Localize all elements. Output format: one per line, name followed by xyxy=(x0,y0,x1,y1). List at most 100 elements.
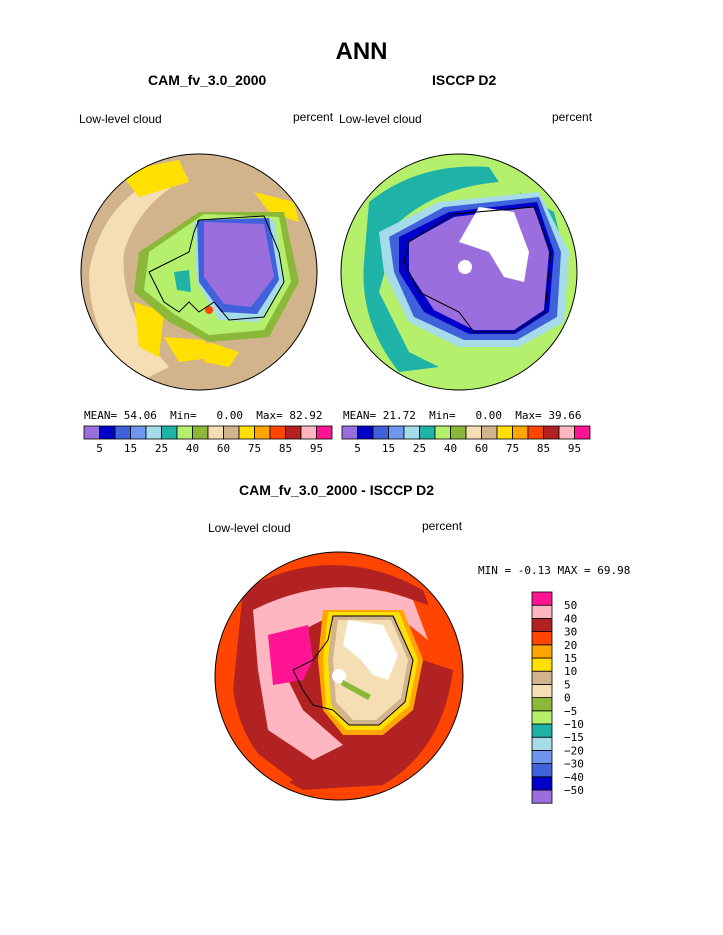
colorbar-swatch xyxy=(496,425,513,440)
colorbar-tick-label: 25 xyxy=(155,442,168,455)
stats-diff: MIN = -0.13 MAX = 69.98 xyxy=(478,564,631,577)
colorbar-swatch xyxy=(481,425,498,440)
map-region-white xyxy=(343,620,398,680)
colorbar-swatch xyxy=(531,631,553,646)
colorbar-tick-label: 15 xyxy=(564,652,577,665)
colorbar-swatch xyxy=(145,425,162,440)
colorbar-swatch xyxy=(99,425,116,440)
colorbar-tick-label: 5 xyxy=(96,442,103,455)
coastline xyxy=(403,206,552,333)
colorbar-swatch xyxy=(176,425,193,440)
colorbar-swatch xyxy=(531,591,553,606)
colorbar-tick-label: 50 xyxy=(564,599,577,612)
map-region-yellow xyxy=(119,160,299,367)
colorbar-swatch xyxy=(531,710,553,725)
colorbar-swatch xyxy=(531,644,553,659)
colorbar-tick-label: −15 xyxy=(564,731,584,744)
colorbar-tick-label: 5 xyxy=(564,678,571,691)
colorbar-swatch xyxy=(558,425,575,440)
colorbar-tick-label: 40 xyxy=(186,442,199,455)
colorbar-swatch xyxy=(531,684,553,699)
colorbar-tick-label: 15 xyxy=(382,442,395,455)
colorbar-tick-label: −5 xyxy=(564,705,577,718)
colorbar-tick-label: −40 xyxy=(564,771,584,784)
colorbar-tick-label: 95 xyxy=(568,442,581,455)
colorbar-swatch xyxy=(531,763,553,778)
colorbar-swatch xyxy=(254,425,271,440)
colorbar-swatch xyxy=(465,425,482,440)
colorbar-swatch xyxy=(450,425,467,440)
map-region-teal xyxy=(174,270,191,292)
colorbar-swatch xyxy=(531,749,553,764)
colorbar-tick-label: −20 xyxy=(564,744,584,757)
panel-title-obs: ISCCP D2 xyxy=(432,72,497,88)
colorbar-swatch xyxy=(357,425,374,440)
map-region-white-pole xyxy=(458,260,472,274)
colorbar-swatch xyxy=(223,425,240,440)
colorbar-tick-label: 20 xyxy=(564,639,577,652)
map-region-orangered-2 xyxy=(253,590,453,790)
panel-title-diff: CAM_fv_3.0_2000 - ISCCP D2 xyxy=(239,482,435,498)
colorbar-tick-label: −50 xyxy=(564,784,584,797)
colorbar-tick-label: −30 xyxy=(564,758,584,771)
colorbar-swatch xyxy=(419,425,436,440)
colorbar-swatch xyxy=(161,425,178,440)
colorbar-swatch xyxy=(531,736,553,751)
colorbar-tick-label: 95 xyxy=(310,442,323,455)
colorbar-swatch xyxy=(341,425,358,440)
colorbar-tick-label: 85 xyxy=(537,442,550,455)
colorbar-swatch xyxy=(300,425,317,440)
colorbar-tick-label: 40 xyxy=(564,612,577,625)
panel-title-model: CAM_fv_3.0_2000 xyxy=(148,72,267,88)
colorbar-swatch xyxy=(285,425,302,440)
colorbar-tick-label: −10 xyxy=(564,718,584,731)
colorbar-swatch xyxy=(531,723,553,738)
colorbar-tick-label: 10 xyxy=(564,665,577,678)
colorbar-tick-label: 30 xyxy=(564,626,577,639)
panel-units-obs: percent xyxy=(552,110,593,124)
panel-label-obs: Low-level cloud xyxy=(339,112,422,126)
colorbar-model: 5 15 25 40 60 75 85 95 xyxy=(83,425,333,455)
colorbar-tick-label: 5 xyxy=(354,442,361,455)
colorbar-swatch xyxy=(238,425,255,440)
colorbar-swatch xyxy=(388,425,405,440)
colorbar-swatch xyxy=(83,425,100,440)
colorbar-swatch xyxy=(207,425,224,440)
panel-label-diff: Low-level cloud xyxy=(208,521,291,535)
colorbar-swatch xyxy=(531,670,553,685)
colorbar-swatch xyxy=(531,789,553,804)
colorbar-tick-label: 85 xyxy=(279,442,292,455)
colorbar-swatch xyxy=(531,697,553,712)
stats-model: MEAN= 54.06 Min= 0.00 Max= 82.92 xyxy=(84,409,323,422)
colorbar-swatch xyxy=(527,425,544,440)
map-region-white xyxy=(459,207,529,282)
colorbar-tick-label: 40 xyxy=(444,442,457,455)
map-region-magenta xyxy=(268,625,313,685)
polar-map-diff xyxy=(214,551,464,801)
coastline xyxy=(148,215,285,321)
map-spot-red xyxy=(205,306,213,314)
colorbar-swatch xyxy=(531,657,553,672)
colorbar-swatch xyxy=(434,425,451,440)
colorbar-swatch xyxy=(269,425,286,440)
panel-label-model: Low-level cloud xyxy=(79,112,162,126)
colorbar-swatch xyxy=(114,425,131,440)
colorbar-swatch xyxy=(403,425,420,440)
map-region-wheat xyxy=(89,177,189,382)
stats-obs: MEAN= 21.72 Min= 0.00 Max= 39.66 xyxy=(343,409,582,422)
polar-map-model xyxy=(80,153,318,391)
colorbar-tick-label: 0 xyxy=(564,692,571,705)
map-region-purple xyxy=(204,222,274,307)
map-region-olive xyxy=(341,680,371,700)
colorbar-obs: 5 15 25 40 60 75 85 95 xyxy=(341,425,591,455)
colorbar-tick-label: 75 xyxy=(248,442,261,455)
colorbar-tick-label: 25 xyxy=(413,442,426,455)
map-region-white-pole xyxy=(332,669,346,683)
map-region-yellow-2 xyxy=(164,337,219,362)
colorbar-swatch xyxy=(531,617,553,632)
colorbar-swatch xyxy=(512,425,529,440)
colorbar-tick-label: 75 xyxy=(506,442,519,455)
panel-units-diff: percent xyxy=(422,519,463,533)
colorbar-swatch xyxy=(531,776,553,791)
